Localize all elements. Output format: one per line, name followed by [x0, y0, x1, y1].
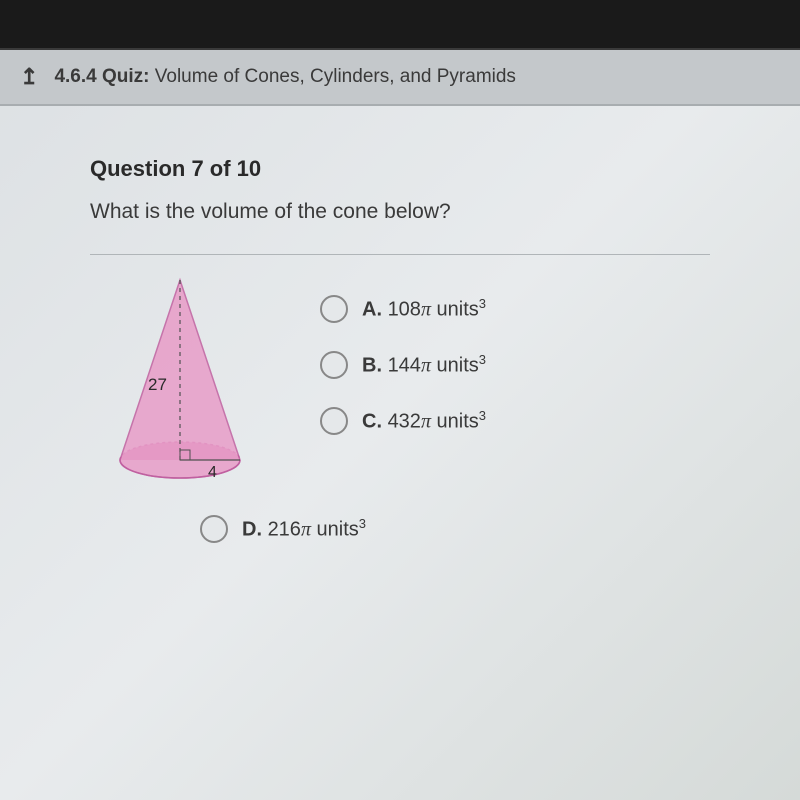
- quiz-header-bar: ↥ 4.6.4 Quiz: Volume of Cones, Cylinders…: [0, 50, 800, 106]
- section-type: Quiz:: [102, 66, 150, 87]
- content-divider: [90, 254, 710, 255]
- question-body: 27 4 A. 108π units3 B. 144π units3: [90, 265, 710, 495]
- radio-d[interactable]: [200, 515, 228, 543]
- option-c-row[interactable]: C. 432π units3: [320, 407, 710, 435]
- option-b-row[interactable]: B. 144π units3: [320, 351, 710, 379]
- question-prompt: What is the volume of the cone below?: [90, 200, 710, 224]
- device-bezel: [0, 0, 800, 50]
- option-a-row[interactable]: A. 108π units3: [320, 295, 710, 323]
- radio-c[interactable]: [320, 407, 348, 435]
- option-b-text: B. 144π units3: [362, 352, 486, 378]
- back-arrow-icon[interactable]: ↥: [20, 64, 38, 90]
- cone-height-label: 27: [148, 375, 167, 394]
- radio-b[interactable]: [320, 351, 348, 379]
- option-d-text: D. 216π units3: [242, 516, 366, 542]
- option-d-row[interactable]: D. 216π units3: [200, 515, 710, 543]
- question-content: Question 7 of 10 What is the volume of t…: [0, 106, 800, 601]
- question-number: Question 7 of 10: [90, 156, 710, 182]
- option-c-text: C. 432π units3: [362, 408, 486, 434]
- options-column: A. 108π units3 B. 144π units3 C. 432π un…: [320, 265, 710, 463]
- cone-diagram: 27 4: [90, 265, 270, 495]
- radio-a[interactable]: [320, 295, 348, 323]
- quiz-title: 4.6.4 Quiz: Volume of Cones, Cylinders, …: [54, 66, 516, 88]
- cone-radius-label: 4: [208, 464, 217, 481]
- section-number: 4.6.4: [54, 66, 96, 87]
- section-title: Volume of Cones, Cylinders, and Pyramids: [155, 66, 516, 87]
- option-a-text: A. 108π units3: [362, 296, 486, 322]
